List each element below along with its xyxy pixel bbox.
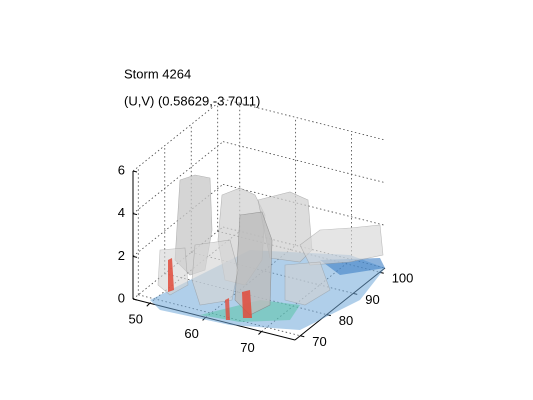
iso-surface <box>284 261 331 306</box>
y-tick-label: 70 <box>312 334 326 349</box>
iso-core <box>242 290 252 318</box>
iso-surface <box>234 211 273 316</box>
z-tick <box>132 213 138 216</box>
iso-surface <box>157 247 189 296</box>
x-tick <box>258 331 262 335</box>
grid-line <box>132 98 224 172</box>
x-tick-label: 50 <box>129 312 143 327</box>
z-tick-label: 4 <box>118 205 125 220</box>
x-tick-label: 70 <box>240 340 254 355</box>
x-tick-label: 60 <box>184 326 198 341</box>
y-tick-label: 100 <box>392 271 414 286</box>
grid-line <box>222 98 386 141</box>
iso-core <box>225 298 230 320</box>
grid-line <box>132 141 224 214</box>
z-tick <box>132 255 138 258</box>
iso-surface <box>191 239 239 306</box>
z-tick-label: 0 <box>118 290 125 305</box>
x-tick <box>146 302 151 307</box>
y-tick-label: 80 <box>339 313 353 328</box>
chart-subtitle: (U,V) (0.58629,-3.7011) <box>124 93 260 108</box>
y-tick-label: 90 <box>365 292 379 307</box>
y-tick <box>300 335 305 338</box>
iso-core <box>168 258 174 292</box>
volume-surfaces <box>150 174 385 330</box>
z-tick <box>132 298 138 301</box>
chart-title: Storm 4264 <box>124 66 191 81</box>
z-tick-label: 2 <box>118 248 125 263</box>
z-tick <box>132 170 138 173</box>
grid-line <box>222 141 386 184</box>
z-tick-label: 6 <box>118 162 125 177</box>
